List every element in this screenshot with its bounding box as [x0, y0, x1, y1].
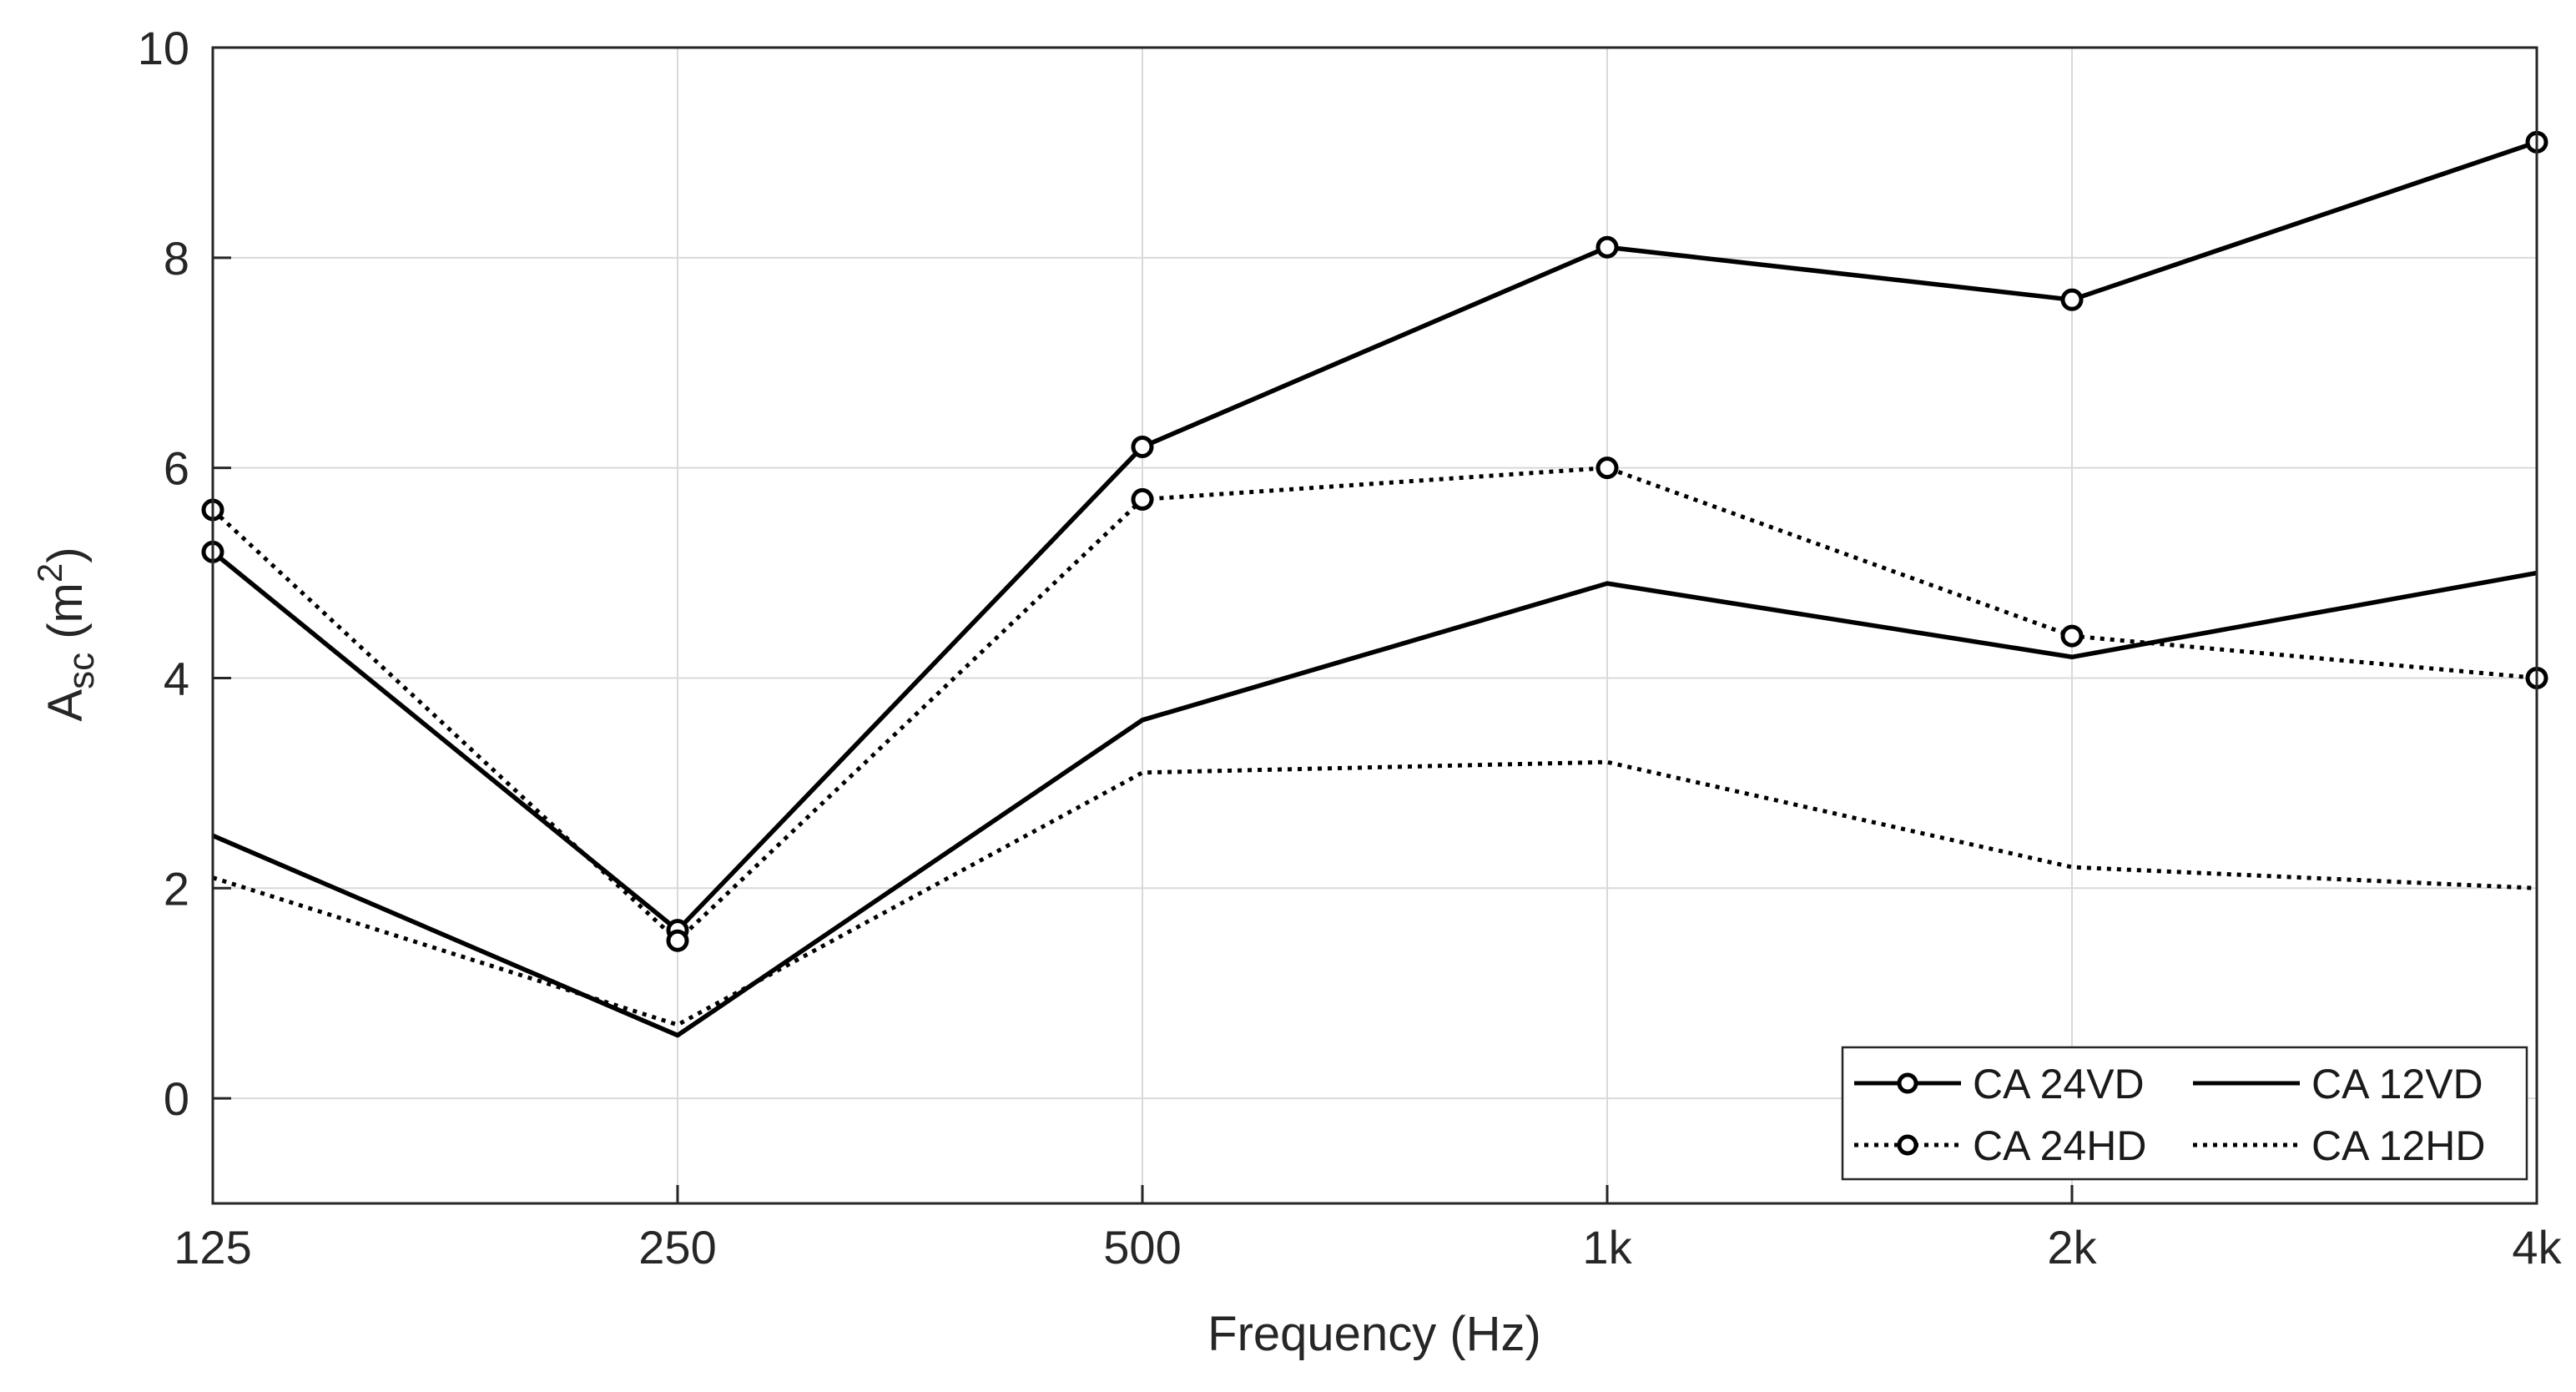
data-point: [1596, 456, 1619, 480]
y-axis-title-unit-close: ): [38, 547, 93, 562]
data-point: [2060, 624, 2084, 648]
y-tick-label: 2: [164, 862, 189, 915]
data-point: [1131, 487, 1154, 511]
legend: CA 24VD CA 12VD CA 24HD CA 12HD: [1841, 1046, 2528, 1181]
legend-label: CA 24VD: [1973, 1061, 2145, 1107]
x-axis-title: Frequency (Hz): [1207, 1307, 1541, 1361]
plot-background: [213, 48, 2537, 1203]
series-line: [211, 139, 2538, 933]
plot-frame: [211, 46, 2538, 1205]
y-axis-title: Asc (m2): [30, 547, 102, 721]
y-tick-label: 4: [164, 652, 189, 704]
x-tick-label: 4k: [2512, 1221, 2562, 1273]
legend-label: CA 12HD: [2311, 1122, 2485, 1169]
y-tick-labels: 0 2 4 6 8 10: [138, 22, 189, 1125]
x-tick-label: 500: [1103, 1221, 1181, 1273]
legend-entry: CA 12VD: [2193, 1061, 2483, 1107]
y-tick-label: 6: [164, 442, 189, 495]
y-tick-label: 10: [138, 22, 189, 74]
x-tick-labels: 125 250 500 1k 2k 4k: [174, 1221, 2562, 1273]
x-tick-label: 2k: [2047, 1221, 2097, 1273]
legend-entry: CA 12HD: [2193, 1122, 2485, 1169]
data-point: [666, 929, 689, 952]
data-point: [1596, 235, 1619, 259]
y-axis-title-unit: (m: [38, 583, 93, 653]
data-point: [1131, 435, 1154, 458]
series-line: [211, 570, 2538, 1038]
y-axis-title-superscript: 2: [30, 563, 69, 583]
series-ca-12vd: [211, 570, 2538, 1038]
legend-label: CA 12VD: [2311, 1061, 2483, 1107]
legend-marker-sample: [1897, 1072, 1918, 1094]
x-tick-label: 125: [174, 1221, 251, 1273]
x-tick-label: 250: [638, 1221, 716, 1273]
y-tick-label: 0: [164, 1072, 189, 1125]
legend-label: CA 24HD: [1973, 1122, 2146, 1169]
y-axis-title-main: A: [38, 689, 93, 722]
series-line: [212, 759, 2538, 1027]
series-ca-12hd: [212, 759, 2538, 1027]
legend-entry: CA 24VD: [1854, 1061, 2145, 1107]
x-tick-label: 1k: [1582, 1221, 1632, 1273]
legend-marker-sample: [1897, 1134, 1918, 1156]
data-series: [201, 130, 2548, 1038]
legend-box: [1841, 1046, 2528, 1181]
y-axis-title-subscript: sc: [61, 653, 102, 689]
data-point: [2060, 288, 2084, 311]
legend-entry: CA 24HD: [1854, 1122, 2146, 1169]
y-tick-label: 8: [164, 232, 189, 285]
